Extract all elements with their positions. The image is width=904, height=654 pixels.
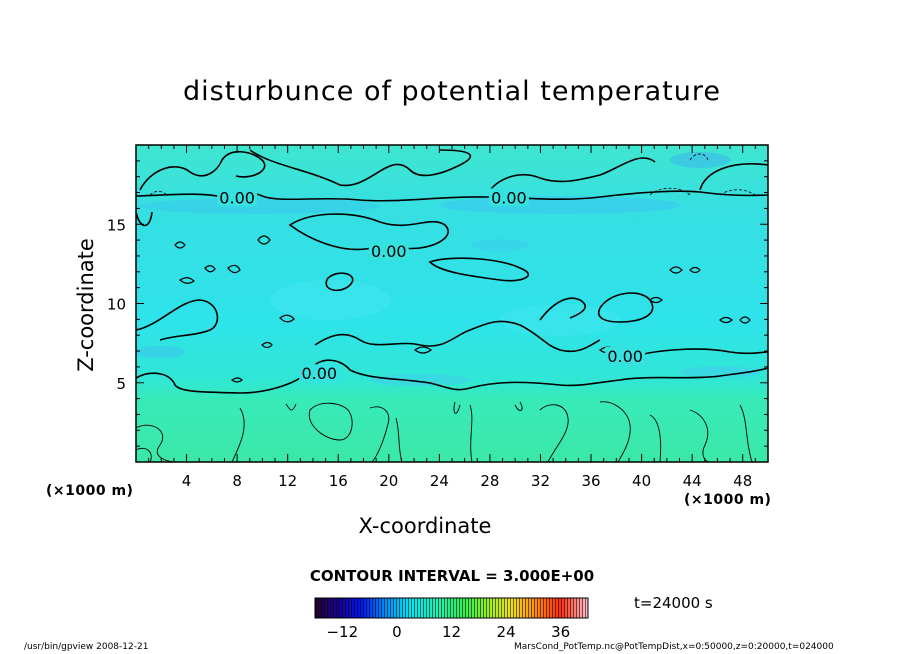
contour-line — [314, 320, 601, 353]
field-patch — [136, 346, 185, 358]
contour-blob — [649, 296, 663, 304]
field-patch — [670, 152, 730, 168]
field-patch — [140, 198, 380, 214]
contour-line — [136, 211, 153, 227]
contour-line — [325, 272, 354, 292]
time-label: t=24000 s — [634, 594, 713, 612]
contour-label-bg — [368, 242, 409, 261]
x-tick-label: 28 — [480, 472, 499, 490]
contour-line — [489, 157, 656, 191]
contour-label: 0.00 — [219, 188, 255, 207]
contour-blob — [279, 314, 295, 323]
contour-line — [136, 359, 768, 394]
field-patch — [500, 304, 620, 336]
x-unit-label: (×1000 m) — [46, 483, 134, 499]
negative-contour — [149, 190, 169, 197]
contour-label: 0.00 — [491, 188, 527, 207]
colorbar-tick-label: −12 — [326, 623, 358, 641]
x-axis-label: X-coordinate — [358, 514, 492, 538]
lower-contour — [308, 402, 353, 441]
colorbar-tick-label: 36 — [551, 623, 570, 641]
lower-contour — [514, 401, 523, 412]
field-patch — [370, 374, 470, 386]
contour-label-bg — [605, 346, 646, 365]
lower-contour — [469, 404, 473, 462]
x-tick-label: 12 — [278, 472, 297, 490]
contour-blob — [230, 377, 243, 383]
field-patch — [470, 239, 530, 251]
contour-interval: CONTOUR INTERVAL = 3.000E+00 — [309, 567, 595, 585]
colorbar-tick-label: 12 — [442, 623, 461, 641]
lower-contour — [649, 414, 662, 462]
x-tick-label: 48 — [733, 472, 752, 490]
colorbar-segments — [315, 598, 588, 618]
footer-right: MarsCond_PotTemp.nc@PotTempDist,x=0:5000… — [514, 642, 834, 652]
x-tick-label: 16 — [329, 472, 348, 490]
contour-line — [139, 150, 266, 191]
lower-contour — [231, 407, 245, 462]
lower-contours — [136, 401, 753, 462]
z-unit-label: (×1000 m) — [684, 492, 772, 508]
lower-contour — [136, 447, 152, 462]
contour-blob — [227, 264, 241, 274]
negative-contours — [149, 153, 756, 197]
contour-label: 0.00 — [371, 242, 407, 261]
contour-blob — [719, 316, 733, 324]
field-patch — [680, 366, 760, 378]
y-tick-label: 5 — [116, 375, 126, 393]
contour-blob — [178, 277, 195, 284]
contour-label: 0.00 — [301, 364, 337, 383]
contour-blob — [174, 241, 186, 249]
contour-blob — [689, 266, 701, 274]
chart-title: disturbunce of potential temperature — [183, 76, 721, 107]
x-tick-label: 44 — [683, 472, 702, 490]
contour-line — [428, 257, 529, 282]
contour-label-bg — [488, 188, 529, 207]
contour-label: 0.00 — [607, 347, 643, 366]
y-axis-label: Z-coordinate — [74, 238, 98, 372]
contour-label-bg — [299, 364, 340, 383]
x-tick-label: 8 — [232, 472, 242, 490]
lower-contour — [739, 404, 753, 462]
contour-line — [629, 348, 768, 359]
lower-contour — [599, 401, 631, 462]
contour-blob — [739, 316, 751, 324]
x-tick-label: 4 — [182, 472, 192, 490]
lower-contour — [136, 424, 176, 462]
contour-blob — [257, 235, 271, 245]
contour-blob — [413, 346, 433, 354]
contour-line — [539, 297, 586, 321]
colorbar-tick-label: 0 — [392, 623, 402, 641]
contour-label-bg — [217, 188, 258, 207]
contour-line — [699, 163, 768, 191]
contour-blob — [204, 265, 216, 273]
x-tick-label: 36 — [581, 472, 600, 490]
x-tick-label: 24 — [430, 472, 449, 490]
footer-left: /usr/bin/gpview 2008-12-21 — [24, 642, 149, 652]
contour-line — [598, 292, 654, 323]
colorbar-tick-label: 24 — [497, 623, 516, 641]
x-tick-label: 32 — [531, 472, 550, 490]
x-tick-label: 20 — [379, 472, 398, 490]
lower-contour — [539, 404, 569, 462]
contour-blob — [669, 266, 683, 274]
contour-line — [288, 213, 449, 251]
y-tick-label: 10 — [107, 296, 126, 314]
field-patch — [270, 280, 390, 320]
y-tick-label: 15 — [107, 216, 126, 234]
heatmap-field — [136, 149, 768, 462]
contour-blob — [261, 341, 273, 349]
lower-contour — [689, 409, 711, 462]
lower-contour — [285, 403, 297, 411]
negative-contour — [649, 187, 691, 196]
x-tick-label: 40 — [632, 472, 651, 490]
contour-line — [249, 149, 472, 187]
lower-contour — [453, 401, 461, 414]
contour-line — [136, 299, 219, 341]
negative-contour — [689, 153, 709, 161]
lower-contour — [369, 406, 390, 462]
contour-blobs — [174, 235, 751, 383]
